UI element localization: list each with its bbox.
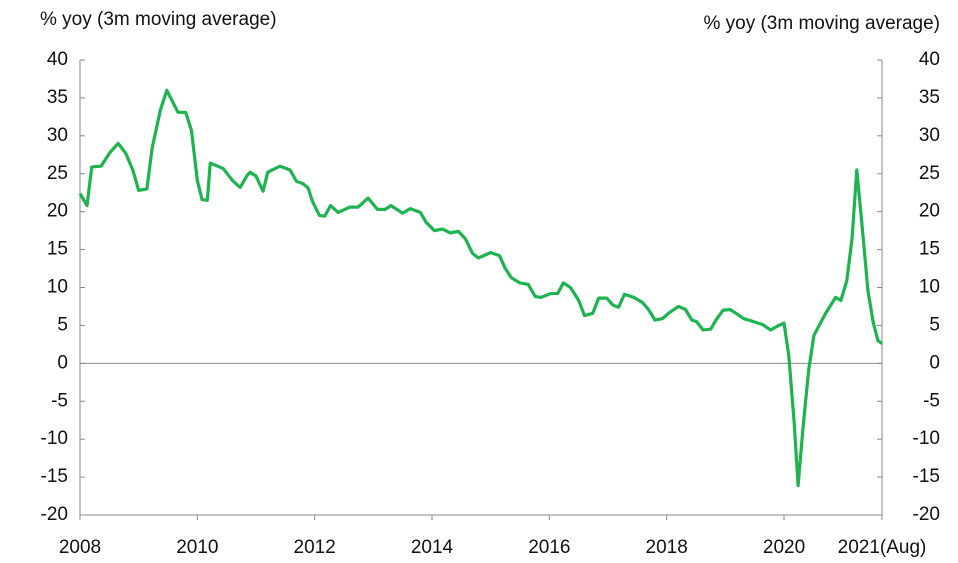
y-tick-label: 40 [47, 49, 68, 70]
y-tick-label: 30 [47, 125, 68, 146]
y2-tick-label: 20 [919, 201, 940, 222]
y2-tick-label: -20 [913, 504, 940, 525]
x-tick-label: 2008 [59, 537, 101, 558]
y2-tick-label: 40 [919, 49, 940, 70]
y-tick-label: -10 [41, 428, 68, 449]
y-tick-label: 5 [57, 314, 68, 335]
y2-tick-label: -5 [923, 390, 940, 411]
y-tick-label: 15 [47, 239, 68, 260]
y2-tick-label: -10 [913, 428, 940, 449]
y-tick-label: 20 [47, 201, 68, 222]
y2-tick-label: 0 [929, 352, 940, 373]
x-tick-label: 2012 [294, 537, 336, 558]
y-axis-label: % yoy (3m moving average) [40, 9, 277, 30]
x-tick-label: 2018 [646, 537, 688, 558]
y2-tick-label: -15 [913, 466, 940, 487]
x-tick-label: 2014 [411, 537, 454, 558]
y2-tick-label: 30 [919, 125, 940, 146]
data-line [78, 88, 883, 488]
y-tick-label: -20 [41, 504, 68, 525]
y2-tick-label: 15 [919, 239, 940, 260]
y-tick-label: 25 [47, 163, 68, 184]
y-tick-label: -5 [51, 390, 68, 411]
y2-tick-label: 5 [929, 314, 940, 335]
y-tick-label: 0 [57, 352, 68, 373]
y2-tick-label: 10 [919, 277, 940, 298]
y2-tick-label: 35 [919, 87, 940, 108]
y-tick-label: 35 [47, 87, 68, 108]
y2-tick-label: 25 [919, 163, 940, 184]
x-tick-label: 2020 [763, 537, 805, 558]
x-tick-label: 2021(Aug) [838, 537, 927, 558]
x-tick-label: 2010 [176, 537, 218, 558]
y-tick-label: -15 [41, 466, 68, 487]
y2-axis-label: % yoy (3m moving average) [703, 13, 940, 34]
x-tick-label: 2016 [528, 537, 570, 558]
y-tick-label: 10 [47, 277, 68, 298]
